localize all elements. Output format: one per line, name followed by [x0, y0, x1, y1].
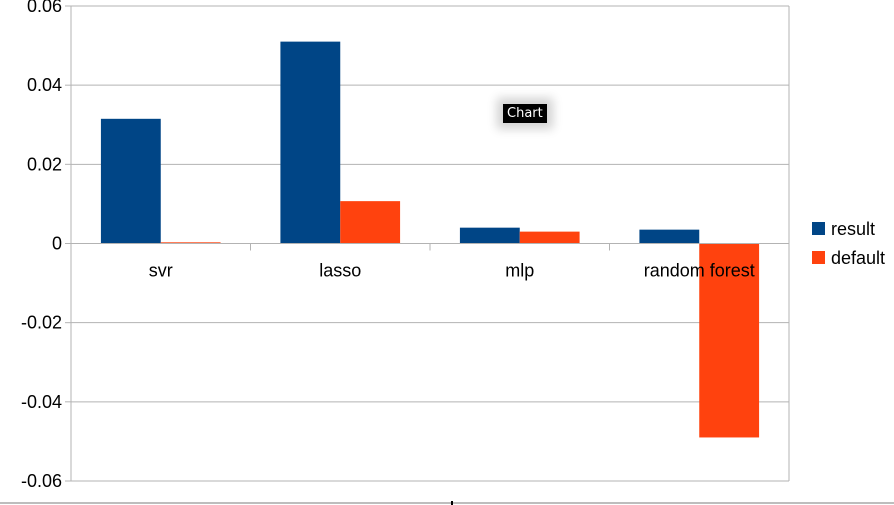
category-label: svr: [149, 261, 173, 281]
category-labels: svr lasso mlp random forest: [149, 261, 755, 281]
y-tick-label: 0: [52, 234, 62, 254]
y-tick-label: 0.02: [27, 154, 62, 174]
y-tick-label: -0.04: [21, 392, 62, 412]
legend-label-result: result: [831, 219, 875, 239]
x-axis: [70, 243, 790, 251]
y-tick-label: 0.04: [27, 75, 62, 95]
y-tick-labels: -0.06 -0.04 -0.02 0 0.02 0.04 0.06: [21, 0, 62, 491]
bar-default-svr: [160, 242, 221, 244]
category-label: random forest: [644, 261, 755, 281]
legend-swatch-default: [812, 251, 825, 264]
y-tick-label: 0.06: [27, 0, 62, 16]
bar-result-mlp: [459, 227, 520, 244]
legend-label-default: default: [831, 248, 885, 268]
legend-swatch-result: [812, 222, 825, 235]
legend: result default: [812, 219, 885, 268]
bar-result-lasso: [280, 41, 341, 244]
bar-result-svr: [100, 118, 161, 244]
y-tick-label: -0.06: [21, 471, 62, 491]
bar-result-random-forest: [639, 229, 700, 244]
category-label: lasso: [319, 261, 361, 281]
y-tick-label: -0.02: [21, 313, 62, 333]
bars: [100, 41, 760, 438]
category-label: mlp: [505, 261, 534, 281]
bar-default-mlp: [519, 231, 580, 244]
chart-tooltip: Chart: [503, 104, 547, 123]
bar-default-random-forest: [699, 243, 760, 438]
bar-default-lasso: [340, 201, 401, 244]
